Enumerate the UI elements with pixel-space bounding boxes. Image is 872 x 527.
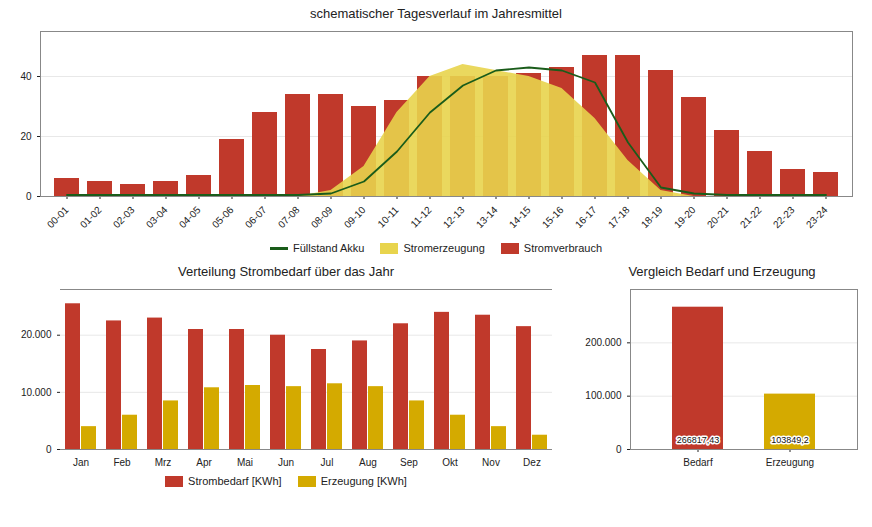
html-text:Strombedarf [KWh]: Strombedarf [KWh]	[188, 475, 282, 487]
svg-text:05-06: 05-06	[210, 204, 236, 230]
svg-text:Okt: Okt	[442, 457, 458, 468]
html-text:Stromverbrauch: Stromverbrauch	[523, 242, 603, 254]
svg-text:103849,2: 103849,2	[771, 435, 809, 445]
html-text:Verteilung Strombedarf über da: Verteilung Strombedarf über das Jahr	[178, 264, 394, 279]
html-text:Vergleich Bedarf und Erzeugung: Vergleich Bedarf und Erzeugung	[628, 264, 816, 279]
svg-text:12-13: 12-13	[441, 204, 467, 230]
html-text:Stromerzeugung: Stromerzeugung	[403, 242, 485, 254]
svg-text:21-22: 21-22	[738, 204, 764, 230]
svg-text:40: 40	[20, 71, 32, 82]
html-text:Füllstand Akku: Füllstand Akku	[292, 242, 365, 254]
html-text:Erzeugung [KWh]: Erzeugung [KWh]	[320, 475, 407, 487]
svg-text:10-11: 10-11	[375, 204, 401, 230]
svg-text:Mai: Mai	[237, 457, 253, 468]
svg-text:Sep: Sep	[400, 457, 418, 468]
svg-text:100.000: 100.000	[585, 390, 622, 401]
svg-text:Apr: Apr	[196, 457, 212, 468]
svg-text:22-23: 22-23	[771, 204, 797, 230]
svg-text:Mrz: Mrz	[155, 457, 172, 468]
svg-text:266817,43: 266817,43	[677, 435, 720, 445]
svg-text:11-12: 11-12	[408, 204, 434, 230]
svg-text:01-02: 01-02	[78, 204, 104, 230]
svg-text:Jun: Jun	[278, 457, 294, 468]
svg-text:16-17: 16-17	[573, 204, 599, 230]
svg-text:09-10: 09-10	[342, 204, 368, 230]
svg-text:Erzeugung: Erzeugung	[766, 457, 814, 468]
svg-text:200.000: 200.000	[585, 337, 622, 348]
svg-text:10.000: 10.000	[21, 387, 52, 398]
svg-text:Jul: Jul	[321, 457, 334, 468]
svg-text:19-20: 19-20	[672, 204, 698, 230]
html-text:schematischer Tagesverlauf im: schematischer Tagesverlauf im Jahresmitt…	[310, 6, 562, 21]
svg-text:Bedarf: Bedarf	[683, 457, 713, 468]
svg-text:07-08: 07-08	[276, 204, 302, 230]
svg-text:Feb: Feb	[113, 457, 131, 468]
svg-text:Jan: Jan	[73, 457, 89, 468]
svg-text:18-19: 18-19	[639, 204, 665, 230]
svg-text:Dez: Dez	[523, 457, 541, 468]
svg-text:15-16: 15-16	[540, 204, 566, 230]
svg-text:Aug: Aug	[359, 457, 377, 468]
svg-text:20.000: 20.000	[21, 329, 52, 340]
svg-text:20-21: 20-21	[705, 204, 731, 230]
svg-text:00-01: 00-01	[45, 204, 71, 230]
svg-text:0: 0	[46, 444, 52, 455]
svg-text:14-15: 14-15	[507, 204, 533, 230]
svg-text:0: 0	[616, 444, 622, 455]
svg-text:20: 20	[20, 131, 32, 142]
svg-text:13-14: 13-14	[474, 204, 500, 230]
svg-text:08-09: 08-09	[309, 204, 335, 230]
svg-text:Nov: Nov	[482, 457, 500, 468]
svg-text:04-05: 04-05	[177, 204, 203, 230]
svg-text:0: 0	[26, 191, 32, 202]
svg-text:23-24: 23-24	[804, 204, 830, 230]
svg-text:02-03: 02-03	[111, 204, 137, 230]
svg-text:06-07: 06-07	[243, 204, 269, 230]
svg-text:03-04: 03-04	[144, 204, 170, 230]
svg-text:17-18: 17-18	[606, 204, 632, 230]
